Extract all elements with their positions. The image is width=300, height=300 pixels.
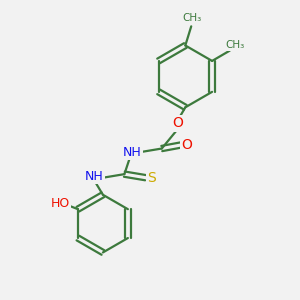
Text: O: O [182, 138, 192, 152]
Text: O: O [172, 116, 183, 130]
Text: NH: NH [123, 146, 142, 159]
Text: HO: HO [51, 197, 70, 210]
Text: S: S [147, 171, 156, 185]
Text: CH₃: CH₃ [182, 13, 201, 23]
Text: NH: NH [85, 170, 104, 183]
Text: CH₃: CH₃ [225, 40, 245, 50]
